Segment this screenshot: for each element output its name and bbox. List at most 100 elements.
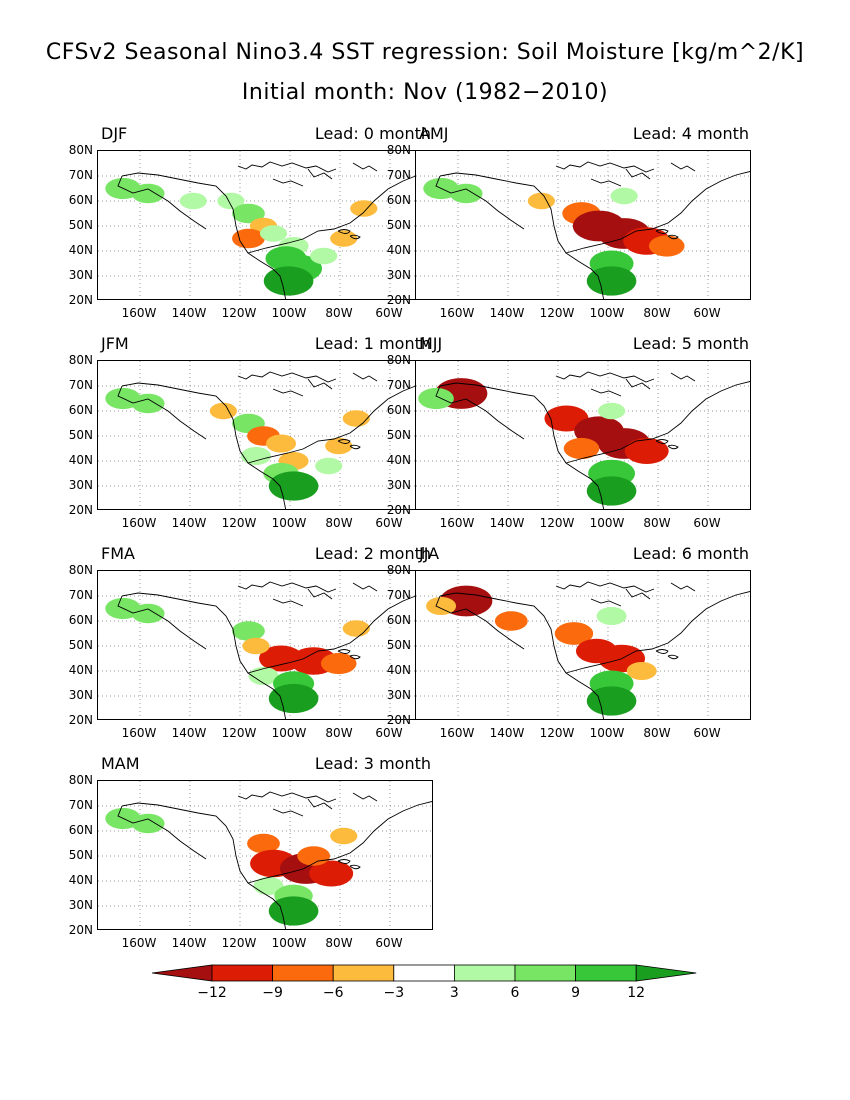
lat-tick-label: 70N <box>68 168 93 182</box>
lon-tick-label: 140W <box>171 726 207 740</box>
lat-tick-label: 70N <box>68 378 93 392</box>
colorbar-segment <box>514 964 576 982</box>
lat-tick-label: 70N <box>386 378 411 392</box>
soil-moisture-anomaly-cell <box>131 603 165 624</box>
lon-tick-label: 160W <box>439 306 475 320</box>
colorbar-min-arrow <box>152 964 213 982</box>
lon-tick-label: 120W <box>221 306 257 320</box>
lat-tick-label: 70N <box>68 588 93 602</box>
lon-tick-label: 60W <box>693 306 721 320</box>
colorbar-segment <box>272 964 334 982</box>
lat-tick-label: 70N <box>386 168 411 182</box>
lat-tick-label: 60N <box>68 823 93 837</box>
lon-tick-label: 80W <box>325 936 353 950</box>
soil-moisture-anomaly-cell <box>217 192 245 210</box>
soil-moisture-anomaly-cell <box>648 235 685 257</box>
panel-header: MAM Lead: 3 month <box>97 754 433 774</box>
colorbar-segment <box>393 964 455 982</box>
map-panel-mam: MAM Lead: 3 month 80N 70N 60N 50N 40N 30N 20N 160… <box>69 754 433 970</box>
soil-moisture-anomaly-cell <box>610 187 638 205</box>
lat-tick-label: 30N <box>68 268 93 282</box>
lon-tick-label: 80W <box>325 516 353 530</box>
lon-tick-label: 140W <box>171 936 207 950</box>
soil-moisture-anomaly-cell <box>330 230 358 247</box>
map-panel-djf: DJF Lead: 0 month 80N 70N 60N 50N 40N 30N 20N 160… <box>69 124 433 340</box>
colorbar-level-label: 6 <box>510 985 520 1001</box>
map-panel-amj: AMJ Lead: 4 month 80N 70N 60N 50N 40N 30N 20N 160… <box>387 124 751 340</box>
lat-tick-label: 60N <box>68 403 93 417</box>
soil-moisture-anomaly-cell <box>554 622 594 645</box>
map-svg <box>416 361 750 509</box>
colorbar-level-label: −12 <box>197 985 227 1001</box>
panel-season-label: FMA <box>101 544 135 563</box>
soil-moisture-anomaly-cell <box>342 410 370 427</box>
panel-header: JJA Lead: 6 month <box>415 544 751 564</box>
lat-tick-label: 30N <box>386 688 411 702</box>
lon-tick-label: 100W <box>271 516 307 530</box>
soil-moisture-anomaly-cell <box>259 225 288 242</box>
map-svg <box>98 151 432 299</box>
lon-tick-label: 160W <box>121 936 157 950</box>
map-svg <box>98 361 432 509</box>
lat-tick-label: 20N <box>386 503 411 517</box>
colorbar-max-arrow <box>635 964 697 982</box>
lon-tick-label: 100W <box>589 306 625 320</box>
coastline <box>435 591 750 719</box>
lat-tick-label: 80N <box>68 143 93 157</box>
panel-lead-label: Lead: 0 month <box>314 124 431 143</box>
arctic-islands-outline <box>237 791 378 817</box>
map-plot-area <box>97 570 433 720</box>
soil-moisture-anomaly-cell <box>597 402 626 420</box>
colorbar-level-label: 12 <box>627 985 646 1001</box>
lon-tick-label: 100W <box>589 516 625 530</box>
lon-tick-label: 100W <box>271 936 307 950</box>
lon-tick-label: 140W <box>489 516 525 530</box>
lon-tick-label: 140W <box>171 516 207 530</box>
lon-tick-label: 100W <box>271 726 307 740</box>
coastline <box>435 381 750 509</box>
soil-moisture-anomaly-cell <box>232 621 265 641</box>
panel-header: FMA Lead: 2 month <box>97 544 433 564</box>
map-svg <box>98 781 432 929</box>
map-plot-area <box>97 780 433 930</box>
arctic-islands-outline <box>237 581 378 607</box>
great-lakes-outline <box>337 649 361 660</box>
lat-tick-label: 80N <box>386 353 411 367</box>
lon-tick-label: 80W <box>643 306 671 320</box>
soil-moisture-anomaly-cell <box>232 203 265 224</box>
map-panel-jja: JJA Lead: 6 month 80N 70N 60N 50N 40N 30N 20N 160… <box>387 544 751 760</box>
lat-tick-label: 60N <box>386 613 411 627</box>
lon-tick-label: 120W <box>221 516 257 530</box>
lon-tick-label: 60W <box>375 726 403 740</box>
arctic-islands-outline <box>237 371 378 397</box>
lon-tick-label: 100W <box>271 306 307 320</box>
lat-tick-label: 80N <box>68 773 93 787</box>
lat-tick-label: 60N <box>386 193 411 207</box>
colorbar-level-label: −3 <box>383 985 405 1001</box>
map-plot-area <box>97 150 433 300</box>
lat-tick-label: 80N <box>386 143 411 157</box>
lat-tick-label: 20N <box>68 923 93 937</box>
soil-moisture-anomaly-cell <box>596 607 627 625</box>
soil-moisture-anomaly-cell <box>209 402 237 420</box>
lon-tick-label: 60W <box>375 306 403 320</box>
lat-tick-label: 40N <box>386 663 411 677</box>
panel-lead-label: Lead: 6 month <box>632 544 749 563</box>
panel-header: AMJ Lead: 4 month <box>415 124 751 144</box>
colorbar-segment <box>453 964 516 982</box>
panel-lead-label: Lead: 5 month <box>632 334 749 353</box>
lat-tick-label: 40N <box>386 453 411 467</box>
lon-tick-label: 140W <box>171 306 207 320</box>
map-panel-jfm: JFM Lead: 1 month 80N 70N 60N 50N 40N 30N 20N 160… <box>69 334 433 550</box>
arctic-islands-outline <box>555 581 696 607</box>
lat-tick-label: 70N <box>68 798 93 812</box>
lon-tick-label: 120W <box>221 726 257 740</box>
lon-tick-label: 60W <box>375 516 403 530</box>
lat-tick-label: 20N <box>68 713 93 727</box>
lon-tick-label: 140W <box>489 306 525 320</box>
map-svg <box>98 571 432 719</box>
coastline <box>117 171 432 299</box>
panel-header: MJJ Lead: 5 month <box>415 334 751 354</box>
lon-tick-label: 120W <box>539 726 575 740</box>
soil-moisture-anomaly-cell <box>131 813 165 834</box>
